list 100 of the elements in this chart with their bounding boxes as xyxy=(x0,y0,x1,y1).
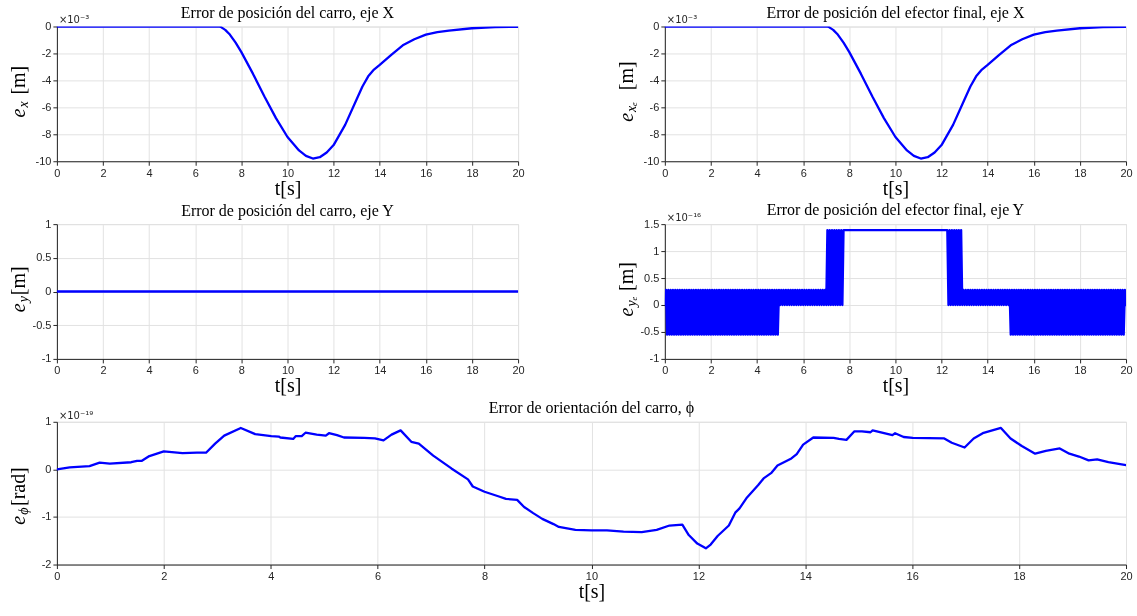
x-tick-label: 10 xyxy=(889,166,903,179)
y-axis-title: exₑ [m] xyxy=(614,61,639,122)
x-axis-title: t[s] xyxy=(882,176,910,199)
x-tick-label: 4 xyxy=(754,166,761,179)
x-tick-label: 8 xyxy=(238,364,245,377)
y-tick-label: 1 xyxy=(45,415,52,428)
text: ×10⁻³ xyxy=(666,14,698,26)
x-tick-label: 0 xyxy=(54,166,61,179)
y-tick-label: 1 xyxy=(653,244,660,257)
x-tick-label: 6 xyxy=(375,570,382,583)
x-tick-label: 10 xyxy=(281,364,295,377)
x-tick-label: 16 xyxy=(420,364,433,377)
x-tick-label: 10 xyxy=(281,166,295,179)
x-tick-label: 8 xyxy=(846,364,853,377)
y-tick-label: 0 xyxy=(653,298,660,311)
x-tick-label: 20 xyxy=(1120,570,1133,583)
chart-title: Error de posición del carro, eje X xyxy=(180,3,395,22)
x-tick-label: 2 xyxy=(100,166,107,179)
x-tick-label: 14 xyxy=(982,364,995,377)
line-series xyxy=(664,228,1127,336)
y-tick-label: -4 xyxy=(649,73,660,86)
y-tick-label: 1.5 xyxy=(644,217,660,230)
x-tick-label: 18 xyxy=(1074,166,1087,179)
x-tick-label: 20 xyxy=(512,166,525,179)
x-tick-label: 4 xyxy=(268,570,275,583)
x-tick-label: 0 xyxy=(662,364,669,377)
x-axis-title: t[s] xyxy=(274,176,302,199)
x-tick-label: 16 xyxy=(906,570,919,583)
chart-title: Error de posición del efector final, eje X xyxy=(766,3,1025,22)
x-tick-label: 12 xyxy=(935,364,949,377)
y-tick-label: -8 xyxy=(649,127,660,140)
x-tick-label: 18 xyxy=(466,166,479,179)
text: ×10⁻³ xyxy=(58,14,90,26)
y-tick-label: -6 xyxy=(41,100,52,113)
y-tick-label: -6 xyxy=(649,100,660,113)
y-axis-title: eyₑ[m] xyxy=(614,262,639,317)
y-axis-title: ey[m] xyxy=(6,266,31,313)
y-tick-label: -10 xyxy=(643,154,660,167)
x-tick-label: 12 xyxy=(935,166,949,179)
y-tick-label: -10 xyxy=(35,154,52,167)
x-tick-label: 6 xyxy=(800,166,807,179)
x-tick-label: 6 xyxy=(800,364,807,377)
y-tick-label: -1 xyxy=(649,352,660,365)
x-tick-label: 14 xyxy=(374,166,387,179)
x-tick-label: 14 xyxy=(799,570,812,583)
y-tick-label: -4 xyxy=(41,73,52,86)
chart-title: Error de orientación del carro, ϕ xyxy=(488,398,695,417)
y-tick-label: 0.5 xyxy=(644,271,660,284)
x-tick-label: 14 xyxy=(374,364,387,377)
chart-title: Error de posición del carro, eje Y xyxy=(181,202,395,221)
x-tick-label: 2 xyxy=(708,166,715,179)
x-tick-label: 10 xyxy=(889,364,903,377)
x-tick-label: 16 xyxy=(1028,364,1041,377)
x-tick-label: 12 xyxy=(328,166,341,179)
y-tick-label: -2 xyxy=(41,46,52,59)
x-axis-title: t[s] xyxy=(274,374,302,397)
y-tick-label: 0.5 xyxy=(36,251,52,264)
x-tick-label: 12 xyxy=(692,570,705,583)
x-tick-label: 16 xyxy=(1028,166,1041,179)
x-tick-label: 4 xyxy=(754,364,761,377)
x-tick-label: 6 xyxy=(192,364,199,377)
y-tick-label: 0 xyxy=(45,285,52,298)
x-tick-label: 0 xyxy=(54,570,61,583)
y-tick-label: 0 xyxy=(653,19,660,32)
y-axis-title: eϕ[rad] xyxy=(6,467,31,525)
chart-title: Error de posición del efector final, eje Y xyxy=(766,201,1025,220)
x-tick-label: 18 xyxy=(1074,364,1087,377)
text: ×10⁻¹⁶ xyxy=(666,212,702,224)
y-tick-label: 1 xyxy=(45,217,52,230)
y-tick-label: 0 xyxy=(45,462,52,475)
x-tick-label: 20 xyxy=(512,364,525,377)
x-tick-label: 8 xyxy=(481,570,489,583)
y-tick-label: -1 xyxy=(41,352,52,365)
x-tick-label: 0 xyxy=(662,166,669,179)
x-tick-label: 2 xyxy=(100,364,107,377)
x-tick-label: 16 xyxy=(420,166,433,179)
x-tick-label: 12 xyxy=(328,364,341,377)
y-tick-label: 0 xyxy=(45,19,52,32)
x-tick-label: 0 xyxy=(54,364,61,377)
y-tick-label: -2 xyxy=(649,46,660,59)
y-tick-label: -0.5 xyxy=(640,325,660,338)
x-tick-label: 8 xyxy=(846,166,853,179)
y-axis-title: ex [m] xyxy=(6,65,31,118)
x-tick-label: 20 xyxy=(1120,166,1133,179)
x-tick-label: 4 xyxy=(146,166,153,179)
y-tick-label: -0.5 xyxy=(32,318,52,331)
x-tick-label: 14 xyxy=(982,166,995,179)
y-tick-label: -1 xyxy=(41,510,52,523)
x-tick-label: 6 xyxy=(192,166,199,179)
x-tick-label: 20 xyxy=(1120,364,1133,377)
x-tick-label: 4 xyxy=(146,364,153,377)
line-series xyxy=(56,426,1127,550)
x-tick-label: 2 xyxy=(161,570,168,583)
x-axis-title: t[s] xyxy=(882,374,910,397)
x-tick-label: 8 xyxy=(238,166,245,179)
y-tick-label: -2 xyxy=(41,558,52,571)
x-tick-label: 18 xyxy=(466,364,479,377)
x-tick-label: 2 xyxy=(708,364,715,377)
y-tick-label: -8 xyxy=(41,127,52,140)
text: ×10⁻¹⁹ xyxy=(58,409,94,421)
